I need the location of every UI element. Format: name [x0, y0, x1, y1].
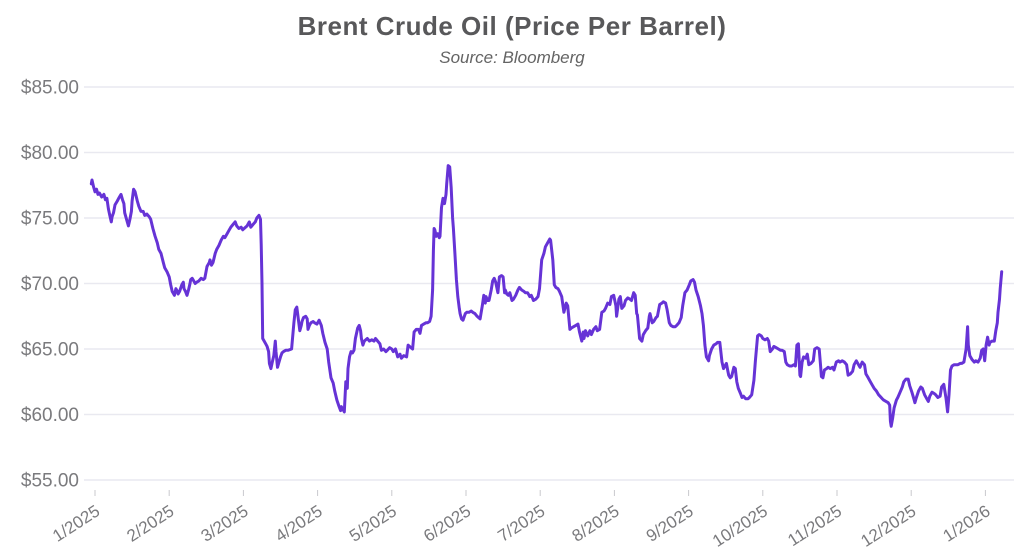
x-tick-label: 5/2025 — [346, 501, 400, 545]
x-tick-label: 9/2025 — [643, 501, 697, 545]
x-tick-label: 7/2025 — [494, 501, 548, 545]
y-axis-labels: $85.00 $80.00 $75.00 $70.00 $65.00 $60.00 $55.… — [21, 78, 79, 492]
y-tick-label: $75.00 — [21, 209, 79, 230]
y-tick-label: $65.00 — [21, 340, 79, 361]
x-tick-label: 3/2025 — [198, 501, 252, 545]
x-tick-label: 8/2025 — [569, 501, 623, 545]
y-tick-label: $80.00 — [21, 143, 79, 164]
gridlines-layer — [84, 86, 1014, 481]
price-line-series — [89, 164, 1004, 428]
y-tick-label: $85.00 — [21, 78, 79, 99]
x-tick-label: 10/2025 — [709, 501, 771, 550]
y-tick-label: $60.00 — [21, 405, 79, 426]
series-layer — [89, 164, 1004, 428]
y-tick-label: $55.00 — [21, 471, 79, 492]
x-tick-label: 12/2025 — [857, 501, 919, 550]
x-axis-labels: 1/2025 2/2025 3/2025 4/2025 5/2025 6/2025 7/20… — [49, 490, 994, 551]
chart-title: Brent Crude Oil (Price Per Barrel) — [298, 11, 727, 41]
x-tick-label: 1/2026 — [940, 501, 994, 545]
x-tick-label: 1/2025 — [49, 501, 103, 545]
chart-subtitle: Source: Bloomberg — [439, 48, 585, 67]
x-tick-label: 11/2025 — [784, 501, 845, 550]
x-tick-label: 6/2025 — [420, 501, 474, 545]
x-tick-label: 4/2025 — [272, 501, 326, 545]
y-tick-label: $70.00 — [21, 274, 79, 295]
x-tick-label: 2/2025 — [123, 501, 177, 545]
